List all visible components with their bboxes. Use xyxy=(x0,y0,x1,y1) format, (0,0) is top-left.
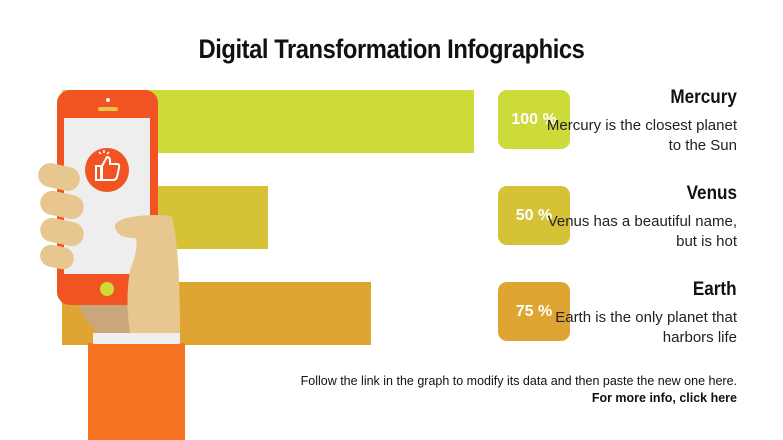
category-name: Earth xyxy=(693,279,737,300)
footer: Follow the link in the graph to modify i… xyxy=(301,373,737,407)
thumbs-up-icon xyxy=(85,148,129,192)
category-name: Mercury xyxy=(670,87,737,108)
footer-note: Follow the link in the graph to modify i… xyxy=(300,374,737,388)
value-badge: 50 % xyxy=(498,186,570,245)
phone-home-button[interactable] xyxy=(100,282,114,296)
value-badge: 100 % xyxy=(498,90,570,149)
cuff xyxy=(93,333,180,344)
sleeve xyxy=(88,343,185,440)
thumb xyxy=(115,215,180,333)
fingers xyxy=(38,163,84,270)
phone-speaker xyxy=(98,107,118,111)
category-name: Venus xyxy=(686,183,737,204)
value-badge: 75 % xyxy=(498,282,570,341)
more-info-link[interactable]: For more info, click here xyxy=(591,391,737,405)
category-description: Earth is the only planet that harbors li… xyxy=(555,309,737,346)
category-description: Venus has a beautiful name, but is hot xyxy=(547,213,737,250)
phone-screen xyxy=(64,118,150,274)
category-description: Mercury is the closest planet to the Sun xyxy=(546,117,737,154)
page-title: Digital Transformation Infographics xyxy=(198,34,585,64)
phone-camera xyxy=(106,98,110,102)
